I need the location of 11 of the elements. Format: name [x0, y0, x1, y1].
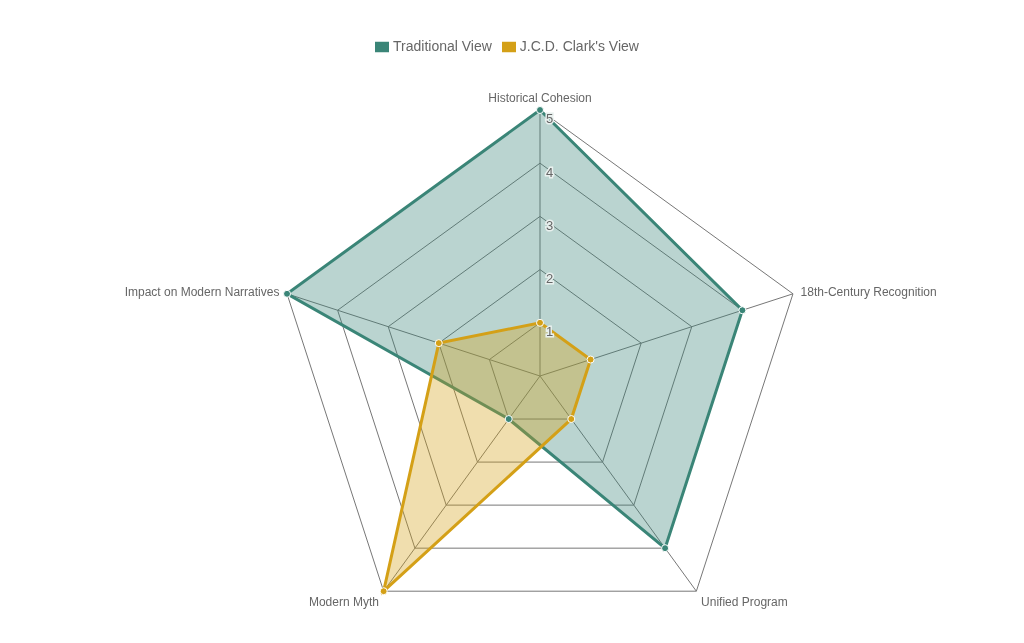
y-tick-label: 2 [546, 271, 554, 287]
y-tick-label: 5 [546, 111, 554, 127]
legend-label: J.C.D. Clark's View [519, 38, 639, 54]
spoke-label: Historical Cohesion [488, 91, 592, 105]
y-tick-label: 4 [546, 164, 554, 180]
legend-label: Traditional View [393, 38, 492, 54]
spoke-label: Modern Myth [308, 595, 379, 610]
spoke-label: Unified Program [701, 595, 788, 610]
y-tick-label: 3 [546, 217, 554, 233]
spoke-label: Impact on Modern Narratives [124, 284, 280, 299]
spoke-label: 18th-Century Recognition [800, 284, 937, 299]
